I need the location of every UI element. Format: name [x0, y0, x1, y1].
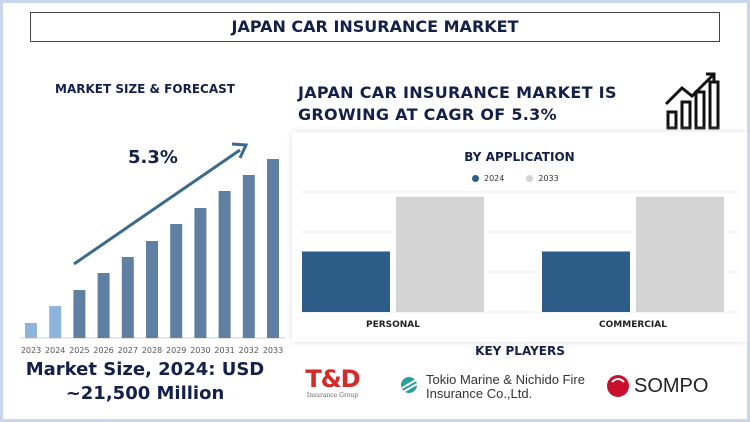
bar-2031 [218, 191, 231, 338]
bar-2028 [146, 241, 158, 338]
bar-2030 [194, 208, 207, 338]
forecast-bar-chart: 2023 2024 2025 2026 2027 2028 2029 2030 2031 2032… [20, 142, 285, 355]
bar-commercial-2024 [542, 251, 630, 312]
sompo-logo: SOMPO [606, 374, 708, 398]
market-size-line1: Market Size, 2024: USD [25, 359, 265, 380]
arrow-head-icon [231, 142, 249, 159]
bar-2029 [170, 224, 183, 338]
tokio-marine-logo: Tokio Marine & Nichido Fire Insurance Co… [398, 373, 585, 401]
application-chart-title: BY APPLICATION [464, 150, 575, 164]
x-tick-label: 2032 [239, 346, 259, 355]
category-label: COMMERCIAL [599, 320, 667, 330]
bar-2027 [121, 257, 134, 338]
market-size-text: Market Size, 2024: USD ~21,500 Million [0, 358, 290, 406]
category-label: PERSONAL [366, 320, 420, 330]
bar-2026 [97, 273, 110, 338]
bar-2025 [73, 290, 86, 338]
legend-label: 2033 [538, 174, 559, 183]
application-bar-chart: PERSONAL COMMERCIAL [300, 191, 739, 330]
cagr-heading-line2: GROWING AT CAGR OF 5.3% [298, 105, 557, 124]
td-logo-text: T&D [305, 365, 360, 393]
page-title: JAPAN CAR INSURANCE MARKET [30, 12, 720, 42]
td-logo-sub: Insurance Group [306, 392, 359, 399]
x-tick-label: 2029 [166, 346, 186, 355]
cagr-annotation: 5.3% [128, 147, 178, 168]
x-tick-label: 2023 [21, 346, 41, 355]
legend-label: 2024 [484, 174, 505, 183]
bar-2023 [25, 323, 37, 338]
x-tick-label: 2027 [118, 346, 138, 355]
market-size-line2: ~21,500 Million [65, 383, 225, 404]
legend-item-2033: 2033 [526, 174, 559, 183]
x-tick-label: 2030 [190, 346, 210, 355]
growth-arrow [73, 148, 241, 266]
tokio-marine-name-1: Tokio Marine & Nichido Fire [426, 372, 585, 387]
td-logo: T&D Insurance Group [300, 366, 365, 399]
sompo-text: SOMPO [634, 374, 709, 397]
tokio-marine-name-2: Insurance Co.,Ltd. [426, 386, 533, 401]
x-tick-label: 2031 [214, 346, 234, 355]
legend-item-2024: 2024 [472, 174, 504, 183]
bar-2033 [267, 159, 279, 338]
cagr-heading-line1: JAPAN CAR INSURANCE MARKET IS [298, 83, 617, 102]
x-tick-label: 2024 [45, 346, 65, 355]
bar-commercial-2033 [636, 196, 724, 312]
x-tick-label: 2033 [263, 346, 283, 355]
key-players-title: KEY PLAYERS [475, 344, 565, 358]
tokio-marine-emblem [401, 377, 418, 393]
bar-2032 [242, 175, 255, 338]
bar-2024 [49, 306, 62, 338]
legend: 2024 2033 [472, 174, 559, 183]
bar-personal-2024 [302, 251, 390, 312]
cagr-heading: JAPAN CAR INSURANCE MARKET IS GROWING AT… [298, 82, 617, 126]
x-tick-label: 2026 [93, 346, 113, 355]
bar-personal-2033 [396, 196, 484, 312]
x-tick-label: 2028 [142, 346, 162, 355]
x-tick-label: 2025 [69, 346, 89, 355]
application-panel: BY APPLICATION 2024 2033 PERSONAL COMMERC… [292, 132, 747, 342]
market-size-heading: MARKET SIZE & FORECAST [55, 82, 235, 96]
growth-chart-icon [664, 72, 720, 130]
sompo-emblem [607, 375, 629, 397]
